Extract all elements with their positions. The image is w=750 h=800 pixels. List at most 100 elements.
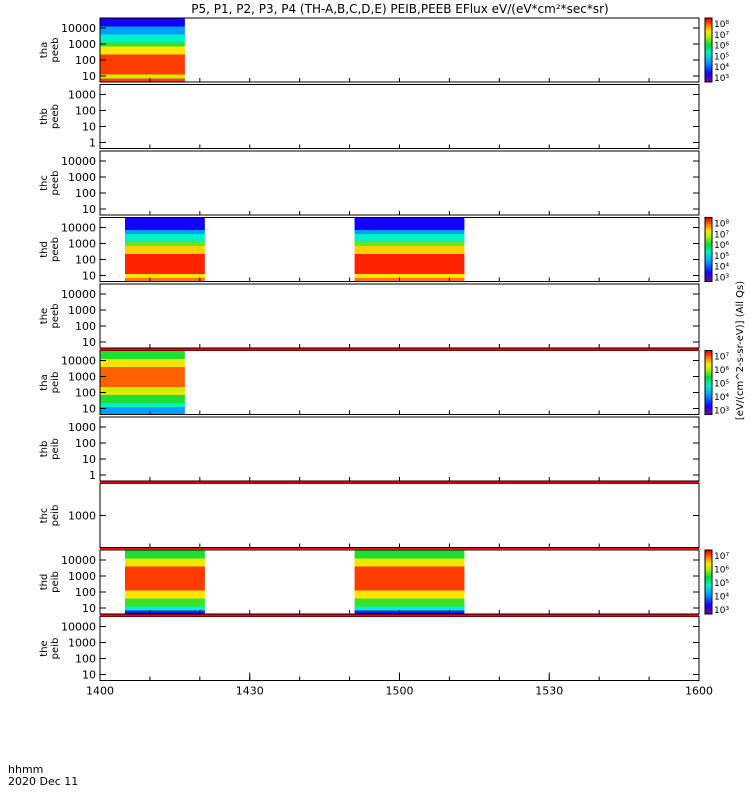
- spectrogram-bin: [100, 58, 185, 63]
- colorbar-tick: 10⁵: [714, 579, 729, 589]
- colorbar-bin: [705, 403, 712, 407]
- spectrogram-bin: [124, 257, 205, 262]
- colorbar-bin: [705, 275, 712, 278]
- colorbar-bin: [705, 41, 712, 45]
- colorbar-bin: [705, 249, 712, 253]
- colorbar-bin: [705, 73, 712, 77]
- ytick-label: 10: [82, 203, 96, 216]
- colorbar-bin: [705, 71, 712, 74]
- colorbar-bin: [705, 247, 712, 250]
- colorbar-bin: [705, 564, 712, 568]
- colorbar-bin: [705, 270, 712, 274]
- colorbar-stack: 10⁸10⁷10⁶10⁵10⁴10³10⁸10⁷10⁶10⁵10⁴10³10⁷1…: [704, 17, 746, 616]
- colorbar-tick: 10⁸: [714, 20, 729, 30]
- spectrogram-bin: [354, 574, 465, 579]
- colorbar-bin: [705, 39, 712, 42]
- colorbar-bin: [705, 20, 712, 23]
- ytick-label: 10000: [61, 355, 96, 368]
- colorbar-tick: 10⁵: [714, 380, 729, 390]
- colorbar-bin: [705, 219, 712, 223]
- red-separator: [100, 548, 699, 550]
- colorbar-bin: [705, 558, 712, 562]
- colorbar-bin: [705, 236, 712, 240]
- panel-frame: [99, 416, 700, 482]
- ytick-label: 100: [75, 586, 96, 599]
- colorbar-bin: [705, 230, 712, 233]
- colorbar-bin: [705, 30, 712, 34]
- colorbar-bin: [705, 575, 712, 579]
- colorbar-bin: [705, 367, 712, 371]
- spectrogram-bin: [100, 382, 185, 387]
- spectrogram-bin: [354, 582, 465, 587]
- colorbar-tick: 10⁶: [714, 566, 729, 576]
- spectrogram-bin: [354, 265, 465, 270]
- panel-ylabel: thcpeeb: [39, 171, 61, 196]
- colorbar-bin: [705, 567, 712, 570]
- colorbar-bin: [705, 223, 712, 227]
- spectrogram-bin: [354, 257, 465, 262]
- panel-ylabel: thapeeb: [39, 38, 61, 63]
- colorbar-tick: 10⁷: [714, 552, 729, 562]
- colorbar-tick: 10⁷: [714, 353, 729, 363]
- ytick-label: 10000: [61, 554, 96, 567]
- colorbar-bin: [705, 373, 712, 377]
- colorbar-bin: [705, 571, 712, 574]
- colorbar-tha-peib: 10⁷ 10⁶ 10⁵ 10⁴ 10³: [704, 350, 729, 417]
- colorbar-bin: [705, 395, 712, 398]
- colorbar-bin: [705, 350, 712, 354]
- spectrogram-bin: [100, 26, 185, 31]
- spectrogram-bin: [100, 370, 185, 375]
- spectrogram-bin: [354, 233, 465, 238]
- spectrogram-bin: [124, 602, 205, 607]
- colorbar-bin: [705, 560, 712, 564]
- spectrogram-bin: [354, 550, 465, 555]
- spectrogram-bin: [124, 249, 205, 254]
- panel-ylabel: thdpeib: [39, 571, 61, 593]
- colorbar-bin: [705, 594, 712, 598]
- spectrogram-bin: [100, 54, 185, 59]
- colorbar-tick: 10⁴: [714, 393, 729, 403]
- ytick-label: 100: [75, 254, 96, 267]
- spectrogram-bin: [354, 590, 465, 595]
- spectrogram-bin: [124, 586, 205, 591]
- panel-thb-peeb: thbpeeb 1000 100 10 1: [39, 84, 700, 150]
- spectrogram-bin: [124, 269, 205, 274]
- colorbar-bin: [705, 552, 712, 555]
- spectrogram-bin: [354, 562, 465, 567]
- colorbar-bin: [705, 363, 712, 366]
- colorbar-bin: [705, 556, 712, 560]
- colorbar-bin: [705, 397, 712, 401]
- spectrogram-bin: [354, 606, 465, 611]
- colorbar-bin: [705, 272, 712, 276]
- colorbar-thd-peib: 10⁷ 10⁶ 10⁵ 10⁴ 10³: [704, 549, 729, 616]
- colorbar-bin: [705, 240, 712, 244]
- ytick-label: 100: [75, 54, 96, 67]
- colorbar-tick: 10⁶: [714, 241, 729, 251]
- spectrogram-bin: [100, 358, 185, 363]
- colorbar-bin: [705, 356, 712, 360]
- spectrogram-bin: [100, 402, 185, 407]
- colorbar-bin: [705, 590, 712, 594]
- colorbar-bin: [705, 388, 712, 392]
- spectrogram-bin: [124, 225, 205, 230]
- ytick-label: 10: [82, 602, 96, 615]
- colorbar-bin: [705, 22, 712, 25]
- spectrogram-bin: [124, 221, 205, 226]
- spectrogram-bin: [100, 350, 185, 355]
- spectrogram-bin: [100, 398, 185, 403]
- colorbar-bin: [705, 60, 712, 64]
- spectrogram-bin: [124, 570, 205, 575]
- colorbar-bin: [705, 228, 712, 231]
- ytick-label: 1000: [68, 421, 96, 434]
- colorbar-bin: [705, 361, 712, 364]
- ytick-label: 1000: [68, 371, 96, 384]
- spectrogram-bin: [354, 594, 465, 599]
- xaxis-tick-label: 1530: [535, 685, 563, 698]
- colorbar-bin: [705, 253, 712, 257]
- spectrogram-bin: [354, 566, 465, 571]
- colorbar-bin: [705, 268, 712, 272]
